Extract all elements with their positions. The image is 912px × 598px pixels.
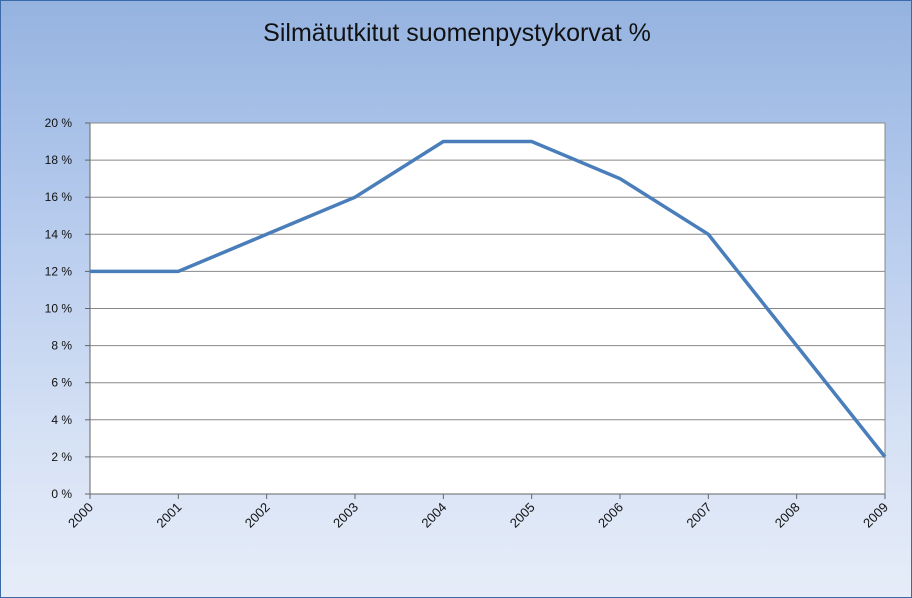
x-axis-ticks: 2000 2001 2002 2003 2004 2005 2006 2007 2008 2009 — [65, 494, 891, 531]
x-tick-label: 2005 — [507, 500, 538, 531]
x-tick-label: 2002 — [242, 500, 273, 531]
y-axis-ticks: 0 % 2 % 4 % 6 % 8 % 10 % 12 % 14 % 16 % 18 % 20 % — [45, 116, 90, 501]
data-point — [442, 140, 445, 143]
y-tick-label: 10 % — [45, 302, 73, 316]
data-point — [177, 270, 180, 273]
y-tick-label: 14 % — [45, 227, 73, 241]
y-tick-label: 12 % — [45, 264, 73, 278]
data-point — [354, 196, 357, 199]
y-tick-label: 16 % — [45, 190, 73, 204]
x-tick-label: 2006 — [595, 500, 626, 531]
y-tick-label: 20 % — [45, 116, 73, 130]
x-tick-label: 2009 — [860, 500, 891, 531]
x-tick-label: 2008 — [772, 500, 803, 531]
data-point — [884, 455, 887, 458]
y-tick-label: 18 % — [45, 153, 73, 167]
series-line — [90, 139, 887, 458]
series-layer — [89, 139, 887, 458]
x-tick-label: 2004 — [418, 500, 449, 531]
y-tick-label: 2 % — [51, 450, 72, 464]
x-tick-label: 2000 — [65, 500, 96, 531]
x-tick-label: 2007 — [683, 500, 714, 531]
data-point — [619, 177, 622, 180]
data-point — [265, 233, 268, 236]
y-tick-label: 6 % — [51, 376, 72, 390]
y-tick-label: 4 % — [51, 413, 72, 427]
y-tick-label: 0 % — [51, 487, 72, 501]
gridlines — [90, 122, 885, 495]
x-tick-label: 2001 — [153, 500, 184, 531]
chart-title: Silmätutkitut suomenpystykorvat % — [263, 19, 651, 47]
x-tick-label: 2003 — [330, 500, 361, 531]
data-point — [707, 233, 710, 236]
data-point — [530, 140, 533, 143]
data-point — [89, 270, 92, 273]
y-tick-label: 8 % — [51, 339, 72, 353]
data-point — [795, 344, 798, 347]
